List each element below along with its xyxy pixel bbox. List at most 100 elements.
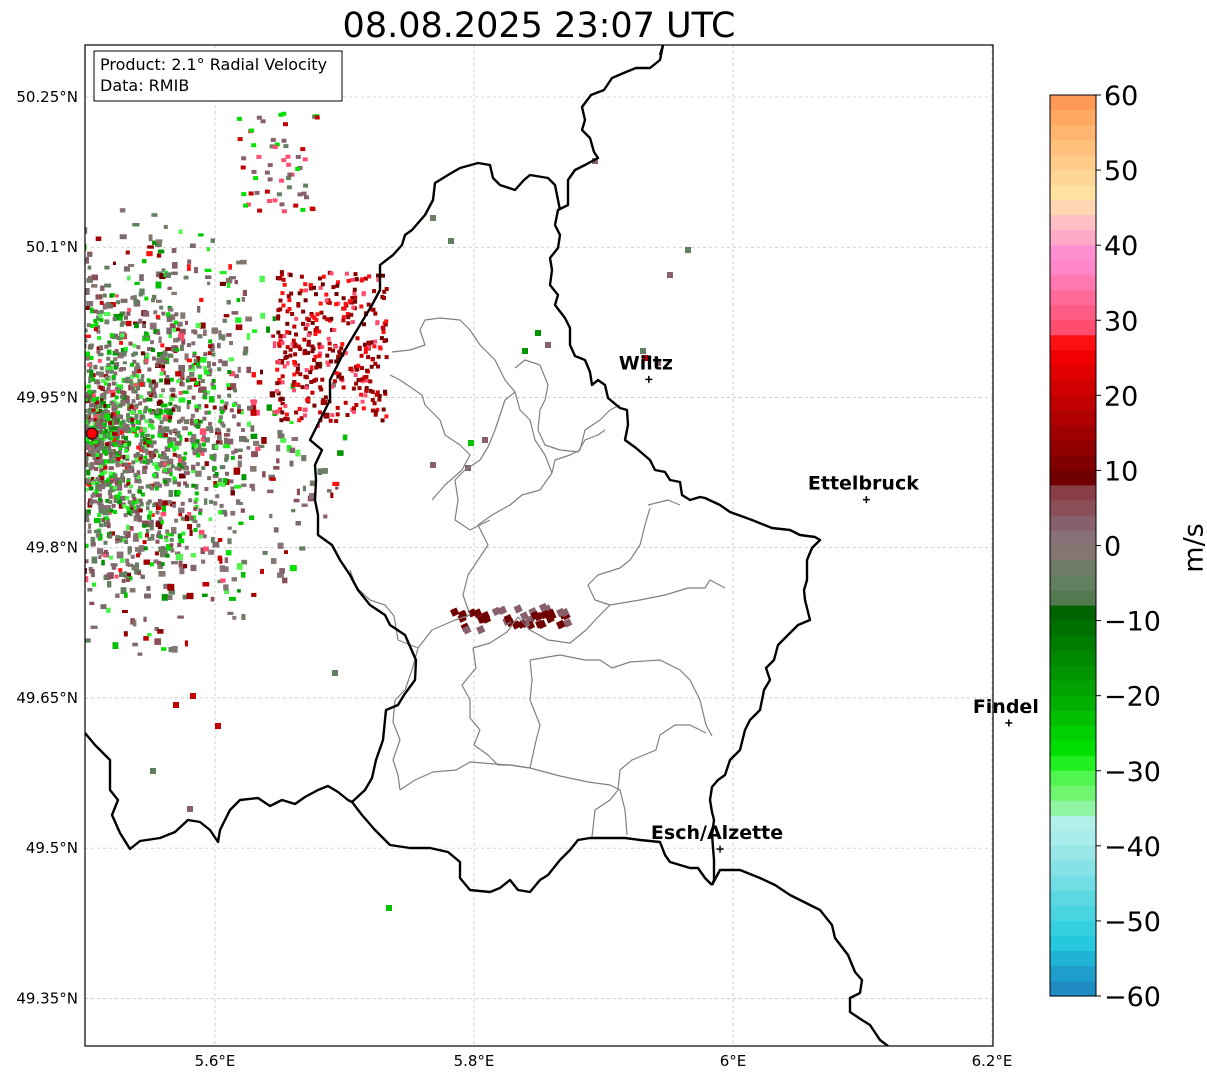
colorbar-segment <box>1050 560 1096 577</box>
velocity-colorbar: 60 50 40 30 20 10 0 −10 −20 −30 −40 −50 −60 m/s <box>1049 81 1207 1013</box>
colorbar-segment <box>1050 770 1096 787</box>
colorbar-segment <box>1050 785 1096 802</box>
colorbar-unit-label: m/s <box>1179 523 1207 572</box>
colorbar-segment <box>1050 665 1096 682</box>
colorbar-segment <box>1050 110 1096 126</box>
colorbar-segment <box>1050 650 1096 667</box>
colorbar-segment <box>1050 905 1096 922</box>
colorbar-segment <box>1050 725 1096 742</box>
city-markers: Wiltz Ettelbruck Findel Esch/Alzette <box>619 352 1039 853</box>
lon-tick-label: 5.8°E <box>454 1052 495 1070</box>
colorbar-tick-label: 60 <box>1104 81 1138 112</box>
city-marker-icon <box>645 375 653 383</box>
colorbar-segment <box>1050 395 1096 411</box>
lat-tick-label: 49.5°N <box>26 839 78 857</box>
colorbar-segment <box>1050 920 1096 937</box>
colorbar-segment <box>1050 965 1096 982</box>
colorbar-segment <box>1050 440 1096 456</box>
lat-tick-label: 50.1°N <box>26 238 78 256</box>
city-label: Esch/Alzette <box>651 822 783 844</box>
colorbar-segment <box>1050 185 1096 201</box>
city-wiltz: Wiltz <box>619 352 673 383</box>
colorbar-segment <box>1050 710 1096 727</box>
colorbar-tick-label: 30 <box>1104 306 1138 337</box>
product-info-box: Product: 2.1° Radial Velocity Data: RMIB <box>93 50 343 102</box>
lat-tick-label: 49.35°N <box>16 989 78 1007</box>
city-label: Findel <box>973 696 1039 718</box>
colorbar-segment <box>1050 305 1096 321</box>
colorbar-segment <box>1050 635 1096 652</box>
city-label: Wiltz <box>619 352 673 374</box>
colorbar-segment <box>1050 290 1096 306</box>
colorbar-segment <box>1050 425 1096 441</box>
city-findel: Findel <box>973 696 1039 727</box>
colorbar-segment <box>1050 500 1096 517</box>
colorbar-segment <box>1050 170 1096 186</box>
colorbar-segment <box>1050 845 1096 862</box>
colorbar-segment <box>1050 485 1096 502</box>
colorbar-segment <box>1050 830 1096 847</box>
colorbar-segment <box>1050 740 1096 757</box>
colorbar-segment <box>1050 260 1096 276</box>
canton-boundaries <box>349 317 726 838</box>
colorbar-segment <box>1050 140 1096 156</box>
city-marker-icon <box>1005 719 1013 727</box>
colorbar-segment <box>1050 155 1096 171</box>
info-product-line: Product: 2.1° Radial Velocity <box>100 55 327 74</box>
colorbar-segment <box>1050 125 1096 141</box>
colorbar-segment <box>1050 620 1096 637</box>
colorbar-segments <box>1050 95 1096 997</box>
colorbar-segment <box>1050 455 1096 472</box>
colorbar-segment <box>1050 815 1096 832</box>
colorbar-tick-label: 10 <box>1104 456 1138 487</box>
colorbar-segment <box>1050 275 1096 291</box>
lat-tick-label: 49.95°N <box>16 388 78 406</box>
colorbar-segment <box>1050 890 1096 907</box>
colorbar-segment <box>1050 320 1096 336</box>
info-data-line: Data: RMIB <box>100 76 189 95</box>
colorbar-segment <box>1050 980 1096 997</box>
colorbar-segment <box>1050 590 1096 607</box>
colorbar-segment <box>1050 335 1096 351</box>
city-marker-icon <box>716 845 724 853</box>
colorbar-tick-label: −10 <box>1104 607 1161 638</box>
lat-tick-label: 49.8°N <box>26 539 78 557</box>
colorbar-segment <box>1050 935 1096 952</box>
colorbar-segment <box>1050 380 1096 396</box>
lon-tick-label: 6°E <box>720 1052 747 1070</box>
colorbar-segment <box>1050 245 1096 261</box>
colorbar-tick-label: 50 <box>1104 156 1138 187</box>
colorbar-segment <box>1050 350 1096 366</box>
colorbar-tick-label: 0 <box>1104 532 1121 563</box>
colorbar-segment <box>1050 695 1096 712</box>
colorbar-segment <box>1050 605 1096 622</box>
colorbar-tick-label: −30 <box>1104 757 1161 788</box>
colorbar-segment <box>1050 575 1096 592</box>
lon-tick-label: 6.2°E <box>972 1052 1013 1070</box>
colorbar-segment <box>1050 95 1096 111</box>
radar-site-marker <box>85 427 98 440</box>
lat-tick-label: 50.25°N <box>16 88 78 106</box>
colorbar-segment <box>1050 800 1096 817</box>
colorbar-segment <box>1050 470 1096 487</box>
lat-tick-label: 49.65°N <box>16 689 78 707</box>
colorbar-segment <box>1050 365 1096 381</box>
city-label: Ettelbruck <box>808 473 919 495</box>
colorbar-segment <box>1050 680 1096 697</box>
colorbar-tick-label: 20 <box>1104 381 1138 412</box>
longitude-tick-labels: 5.6°E5.8°E6°E6.2°E6.4°E6.6°E <box>195 1052 1013 1070</box>
colorbar-segment <box>1050 200 1096 216</box>
colorbar-segment <box>1050 230 1096 246</box>
colorbar-segment <box>1050 215 1096 231</box>
colorbar-segment <box>1050 515 1096 532</box>
colorbar-segment <box>1050 950 1096 967</box>
city-eschalzette: Esch/Alzette <box>651 822 783 853</box>
colorbar-tick-label: −50 <box>1104 907 1161 938</box>
national-borders <box>85 45 889 1046</box>
colorbar-segment <box>1050 860 1096 877</box>
city-marker-icon <box>862 496 870 504</box>
colorbar-tick-label: 40 <box>1104 231 1138 262</box>
lon-tick-label: 5.6°E <box>195 1052 236 1070</box>
colorbar-segment <box>1050 530 1096 547</box>
